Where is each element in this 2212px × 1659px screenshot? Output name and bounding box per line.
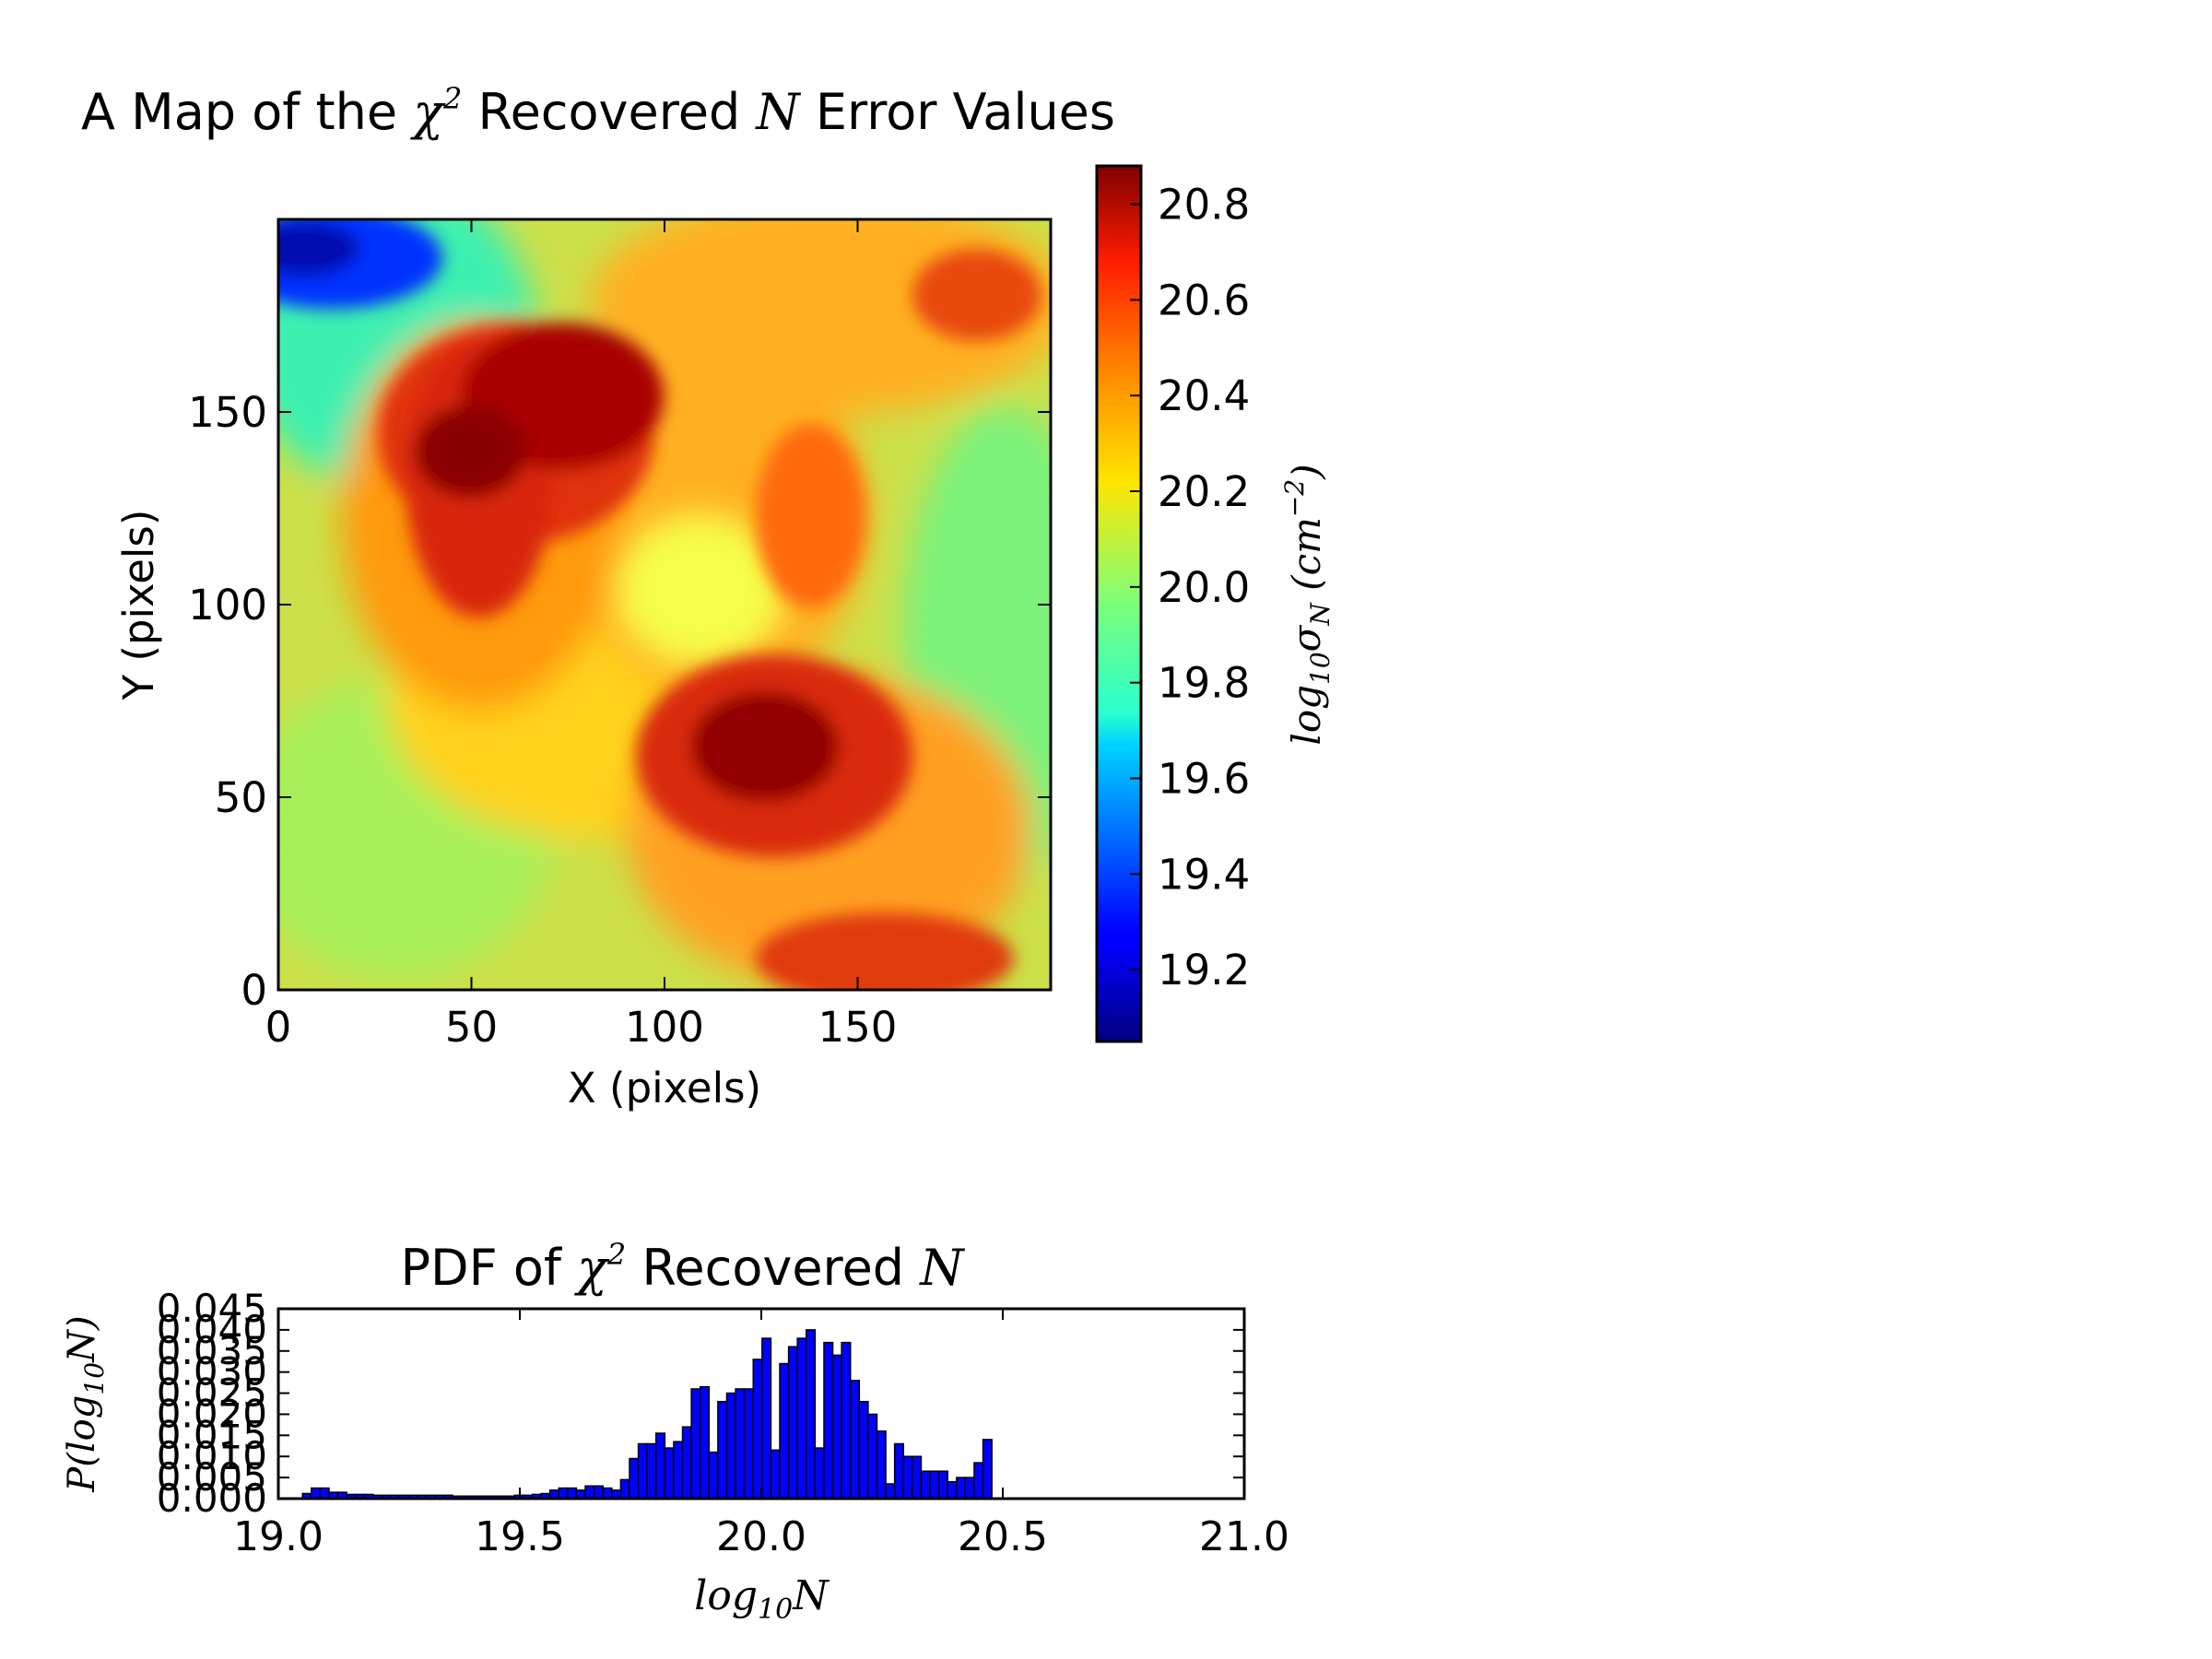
map-ytick-label: 50 xyxy=(215,773,267,822)
hist-bar xyxy=(655,1432,666,1500)
svg-text:A Map of the χ2 Recovered N Er: A Map of the χ2 Recovered N Error Values xyxy=(81,81,1115,141)
hist-xtick-label: 19.0 xyxy=(233,1513,324,1560)
hist-bar xyxy=(602,1487,613,1500)
hist-bar xyxy=(912,1455,923,1500)
colorbar-tick-label: 20.6 xyxy=(1158,276,1250,324)
hist-bar xyxy=(584,1485,595,1500)
hist-bar xyxy=(796,1337,807,1500)
hist-bar xyxy=(311,1487,322,1500)
hist-bar xyxy=(956,1477,967,1500)
hist-bar xyxy=(885,1483,896,1500)
colorbar-tick-label: 20.8 xyxy=(1158,181,1250,229)
map-title: A Map of the χ2 Recovered N Error Values xyxy=(81,81,1115,141)
hist-bar xyxy=(841,1341,852,1500)
hist-bar xyxy=(929,1470,940,1500)
hist-axes: 19.0 19.5 20.0 20.5 21.0 0.0000.0050.0100.015… xyxy=(157,1286,1289,1560)
hist-bar xyxy=(964,1477,975,1500)
colorbar-label: log10σN (cm−2) xyxy=(1279,464,1335,745)
hist-bar xyxy=(893,1442,905,1500)
colorbar-tick-label: 20.4 xyxy=(1158,371,1250,420)
map-xtick-label: 50 xyxy=(445,1003,498,1052)
map-axes: 0 50 100 150 0 50 100 150 xyxy=(188,219,1051,1052)
hist-bar xyxy=(814,1447,825,1500)
hist-bar xyxy=(867,1413,878,1500)
colorbar-tick-label: 19.8 xyxy=(1158,659,1250,708)
colorbar-tick-label: 20.2 xyxy=(1158,467,1250,516)
hist-bar xyxy=(725,1392,736,1500)
svg-text:log10N: log10N xyxy=(694,1572,830,1626)
hist-bar xyxy=(902,1455,913,1500)
hist-bar xyxy=(779,1362,790,1500)
hist-bar xyxy=(681,1426,692,1500)
hist-xtick-label: 20.5 xyxy=(958,1513,1048,1560)
map-xtick-label: 150 xyxy=(818,1003,898,1052)
hist-bar xyxy=(567,1487,578,1500)
map-ylabel: Y (pixels) xyxy=(114,510,163,701)
hist-ytick-label: 0.035 xyxy=(157,1328,267,1373)
colorbar-ticks: 19.2 19.4 19.6 19.8 20.0 20.2 20.4 20.6 20.8 xyxy=(1130,181,1250,994)
hist-bar xyxy=(973,1462,984,1500)
hist-bar xyxy=(629,1457,640,1500)
map-ytick-label: 150 xyxy=(188,388,267,437)
svg-text:P(log10N): P(log10N) xyxy=(61,1315,110,1492)
hist-bar xyxy=(831,1354,842,1500)
hist-bar xyxy=(319,1487,330,1500)
hist-xlabel: log10N xyxy=(694,1572,830,1626)
hist-ytick-label: 0.010 xyxy=(157,1433,267,1478)
svg-text:log10σN (cm−2): log10σN (cm−2) xyxy=(1279,464,1335,745)
map-xtick-label: 0 xyxy=(265,1003,292,1052)
hist-ytick-label: 0.045 xyxy=(157,1286,267,1331)
hist-ytick-label: 0.040 xyxy=(157,1307,267,1352)
hist-bar xyxy=(876,1430,887,1500)
hist-bar xyxy=(637,1442,648,1500)
hist-bar xyxy=(708,1451,719,1500)
hist-xtick-label: 21.0 xyxy=(1199,1513,1289,1560)
hist-xtick-label: 19.5 xyxy=(475,1513,565,1560)
hist-ytick-label: 0.000 xyxy=(157,1476,267,1521)
hist-bar xyxy=(920,1470,931,1500)
hist-bar xyxy=(593,1485,604,1500)
hist-bar xyxy=(619,1478,630,1500)
hist-ytick-label: 0.020 xyxy=(157,1391,267,1436)
map-ytick-label: 0 xyxy=(241,966,267,1015)
hist-bar xyxy=(937,1470,948,1500)
hist-ytick-label: 0.030 xyxy=(157,1349,267,1394)
hist-bar xyxy=(761,1337,772,1500)
hist-bar xyxy=(717,1400,728,1500)
hist-title: PDF of χ2 Recovered N xyxy=(400,1237,965,1297)
hist-bar xyxy=(699,1385,711,1500)
colorbar-tick-label: 19.6 xyxy=(1158,754,1250,803)
hist-bar xyxy=(558,1487,569,1500)
map-xtick-label: 100 xyxy=(625,1003,704,1052)
hist-bar xyxy=(947,1480,958,1500)
hist-bar xyxy=(823,1341,834,1500)
hist-bar xyxy=(664,1447,675,1500)
colorbar xyxy=(1095,164,1143,1043)
hist-bar xyxy=(982,1439,993,1500)
hist-bar xyxy=(858,1400,869,1500)
hist-bar xyxy=(787,1346,798,1500)
hist-ytick-label: 0.005 xyxy=(157,1454,267,1500)
hist-bar xyxy=(849,1380,861,1500)
hist-ytick-label: 0.025 xyxy=(157,1371,267,1416)
hist-ytick-label: 0.015 xyxy=(157,1412,267,1457)
svg-text:PDF of χ2 Recovered N: PDF of χ2 Recovered N xyxy=(400,1237,965,1297)
colorbar-tick-label: 20.0 xyxy=(1158,563,1250,612)
hist-bar xyxy=(673,1441,684,1500)
map-image xyxy=(278,219,1051,990)
map-xlabel: X (pixels) xyxy=(568,1064,761,1112)
colorbar-tick-label: 19.2 xyxy=(1158,946,1250,994)
hist-bar xyxy=(646,1442,657,1500)
hist-bar xyxy=(770,1449,781,1500)
hist-bar xyxy=(690,1388,701,1500)
hist-xtick-label: 20.0 xyxy=(716,1513,806,1560)
hist-bar xyxy=(752,1359,763,1500)
colorbar-tick-label: 19.4 xyxy=(1158,850,1250,899)
hist-bar xyxy=(743,1388,754,1500)
map-ytick-label: 100 xyxy=(188,581,267,629)
hist-ylabel: P(log10N) xyxy=(61,1315,110,1492)
hist-bar xyxy=(806,1329,817,1500)
hist-bar xyxy=(735,1388,746,1500)
